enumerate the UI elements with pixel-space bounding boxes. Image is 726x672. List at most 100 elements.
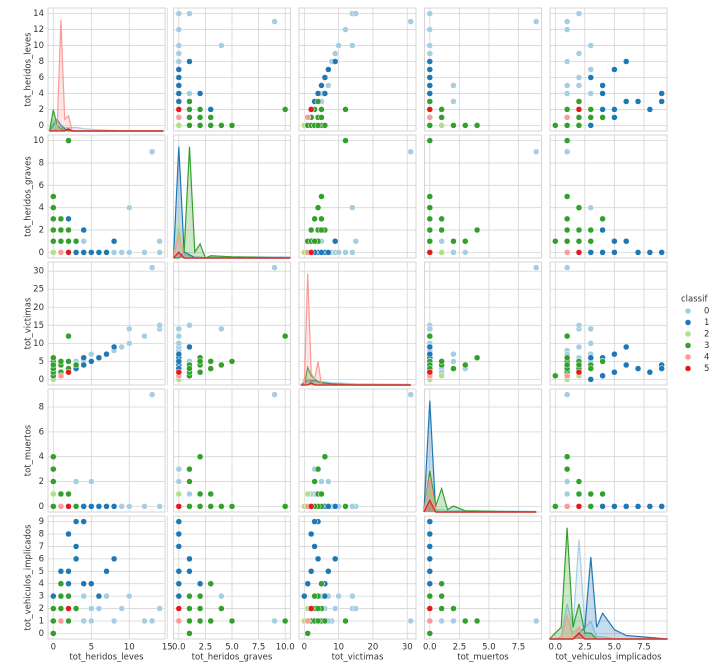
scatter-point [438, 237, 445, 245]
scatter-point [57, 617, 65, 625]
kde-area [549, 539, 668, 639]
scatter-point [563, 465, 571, 473]
scatter-point [352, 237, 360, 245]
scatter-point [271, 391, 278, 398]
scatter-point [318, 215, 325, 223]
scatter-point [599, 249, 606, 256]
scatter-point [342, 26, 349, 33]
legend-title: classif [681, 295, 708, 305]
scatter-point [426, 555, 434, 563]
scatter-point [622, 237, 630, 245]
x-tick-label: 10 [333, 643, 344, 653]
scatter-point [175, 90, 183, 97]
scatter-point [175, 580, 183, 587]
scatter-point [599, 226, 606, 234]
scatter-point [118, 503, 125, 510]
scatter-point [50, 226, 57, 234]
kde-line [173, 251, 291, 259]
y-tick-label: 2 [39, 226, 44, 236]
scatter-point [218, 325, 225, 333]
scatter-point [175, 358, 183, 365]
scatter-point [438, 617, 445, 625]
scatter-point [611, 249, 618, 256]
scatter-point [103, 592, 110, 600]
scatter-point [426, 204, 434, 211]
scatter-point [126, 204, 133, 211]
y-tick-label: 5 [39, 567, 44, 577]
panel-frame [549, 134, 668, 259]
panel [549, 388, 668, 513]
panel [172, 134, 291, 259]
scatter-point [587, 114, 595, 121]
scatter-point [156, 249, 163, 256]
scatter-point [57, 358, 65, 365]
scatter-point [304, 490, 311, 498]
scatter-point [314, 617, 322, 625]
scatter-point [103, 503, 110, 510]
scatter-point [450, 82, 457, 89]
scatter-point [196, 358, 204, 365]
scatter-point [175, 50, 183, 57]
scatter-point [426, 58, 434, 65]
scatter-point [426, 543, 434, 550]
panel [47, 7, 168, 132]
scatter-point [331, 555, 339, 563]
scatter-point [80, 617, 87, 625]
scatter-point [318, 193, 325, 200]
scatter-point [311, 543, 318, 550]
panel-frame [424, 261, 542, 386]
scatter-point [141, 617, 148, 625]
scatter-point [65, 605, 72, 612]
scatter-point [349, 249, 356, 256]
y-tick-label: 30 [33, 267, 44, 277]
panel-frame [298, 388, 417, 513]
scatter-point [563, 90, 571, 97]
scatter-point [72, 503, 80, 510]
scatter-point [88, 350, 95, 358]
scatter-point [335, 42, 342, 49]
panel [298, 7, 417, 132]
y-tick-label: 2 [39, 477, 44, 487]
scatter-point [88, 503, 95, 510]
scatter-point [88, 605, 95, 612]
scatter-point [599, 114, 606, 121]
panel [424, 7, 542, 132]
scatter-point [426, 368, 434, 376]
scatter-point [318, 490, 325, 498]
scatter-point [426, 26, 434, 33]
scatter-point [563, 249, 571, 256]
scatter-point [314, 98, 322, 105]
scatter-point [57, 249, 65, 256]
x-tick-label: 0.0 [549, 643, 563, 653]
scatter-point [426, 98, 434, 105]
scatter-point [563, 193, 571, 200]
scatter-point [426, 66, 434, 73]
scatter-point [72, 478, 80, 485]
scatter-point [271, 264, 278, 271]
panel [47, 261, 168, 386]
scatter-point [563, 503, 571, 510]
scatter-point [438, 249, 445, 256]
scatter-point [228, 358, 236, 365]
scatter-point [622, 343, 630, 351]
scatter-point [599, 490, 606, 498]
scatter-point [50, 592, 57, 600]
scatter-point [50, 354, 57, 362]
scatter-point [349, 592, 356, 600]
scatter-point [563, 490, 571, 498]
scatter-point [611, 350, 618, 358]
scatter-point [587, 90, 595, 97]
scatter-point [65, 237, 72, 245]
y-axis-label: tot_victimas [24, 297, 34, 349]
scatter-point [321, 74, 329, 81]
panel [173, 515, 291, 640]
scatter-point [646, 368, 654, 376]
scatter-point [335, 592, 342, 600]
x-tick-label: 2.5 [199, 643, 213, 653]
scatter-point [186, 503, 193, 510]
scatter-point [426, 42, 434, 49]
scatter-point [575, 204, 583, 211]
panel [47, 388, 168, 513]
scatter-point [95, 605, 103, 612]
scatter-point [110, 503, 118, 510]
